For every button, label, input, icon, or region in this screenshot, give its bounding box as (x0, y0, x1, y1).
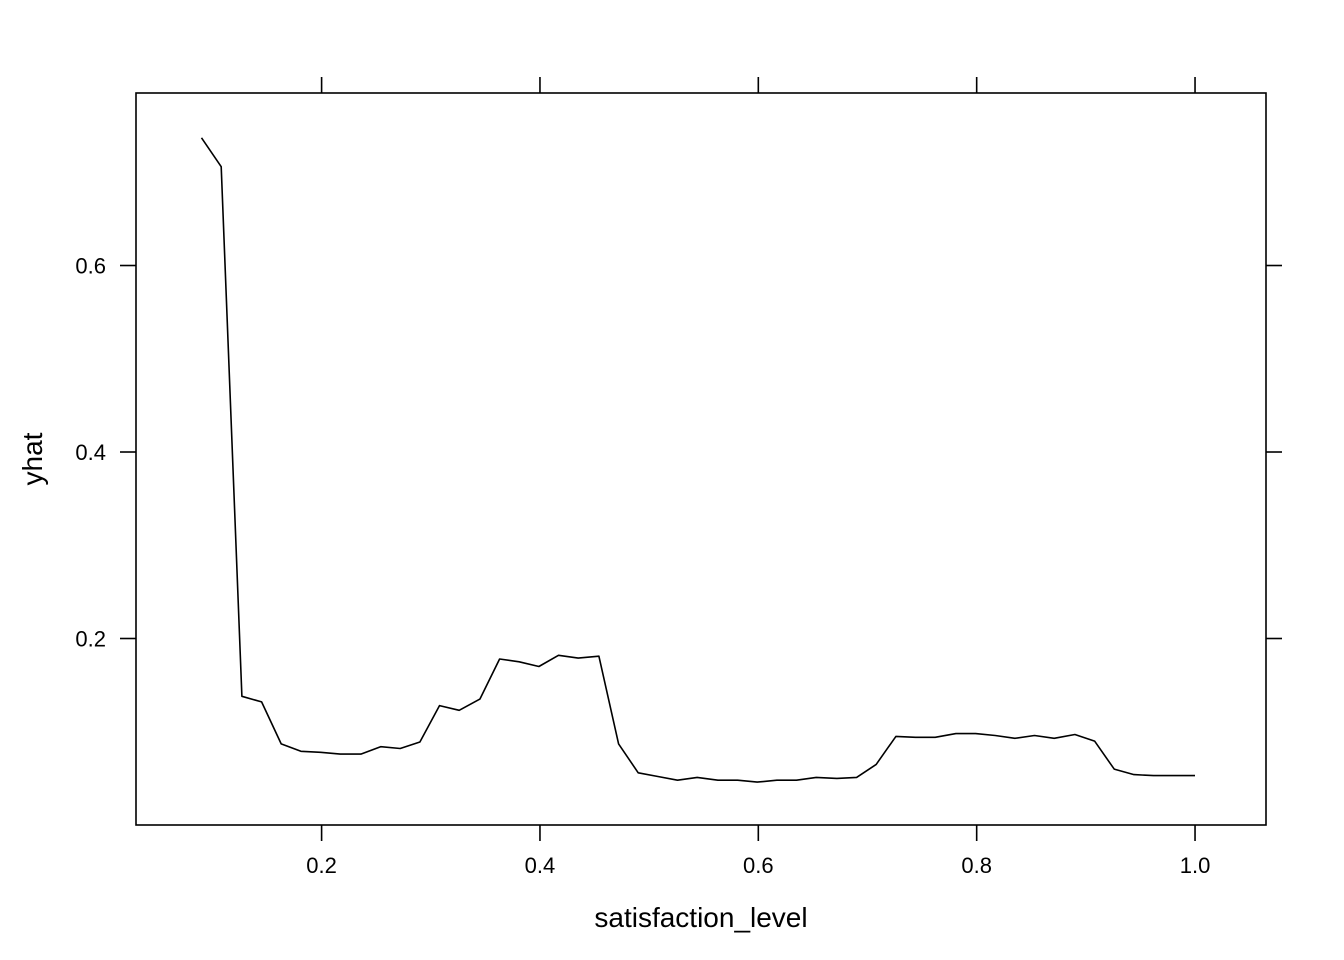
x-axis-title: satisfaction_level (594, 902, 807, 933)
x-axis: 0.2 0.4 0.6 0.8 1.0 (306, 77, 1210, 878)
y-tick-label: 0.2 (75, 627, 106, 652)
x-tick-label: 0.4 (525, 853, 556, 878)
y-tick-label: 0.4 (75, 440, 106, 465)
y-axis-title: yhat (17, 432, 48, 485)
x-tick-label: 0.6 (743, 853, 774, 878)
plot-frame (135, 92, 1267, 826)
y-tick-label: 0.6 (75, 254, 106, 279)
x-tick-label: 0.2 (306, 853, 337, 878)
y-axis: 0.2 0.4 0.6 (75, 254, 1282, 652)
series-line (200, 137, 1195, 783)
x-tick-label: 1.0 (1180, 853, 1211, 878)
x-tick-label: 0.8 (961, 853, 992, 878)
